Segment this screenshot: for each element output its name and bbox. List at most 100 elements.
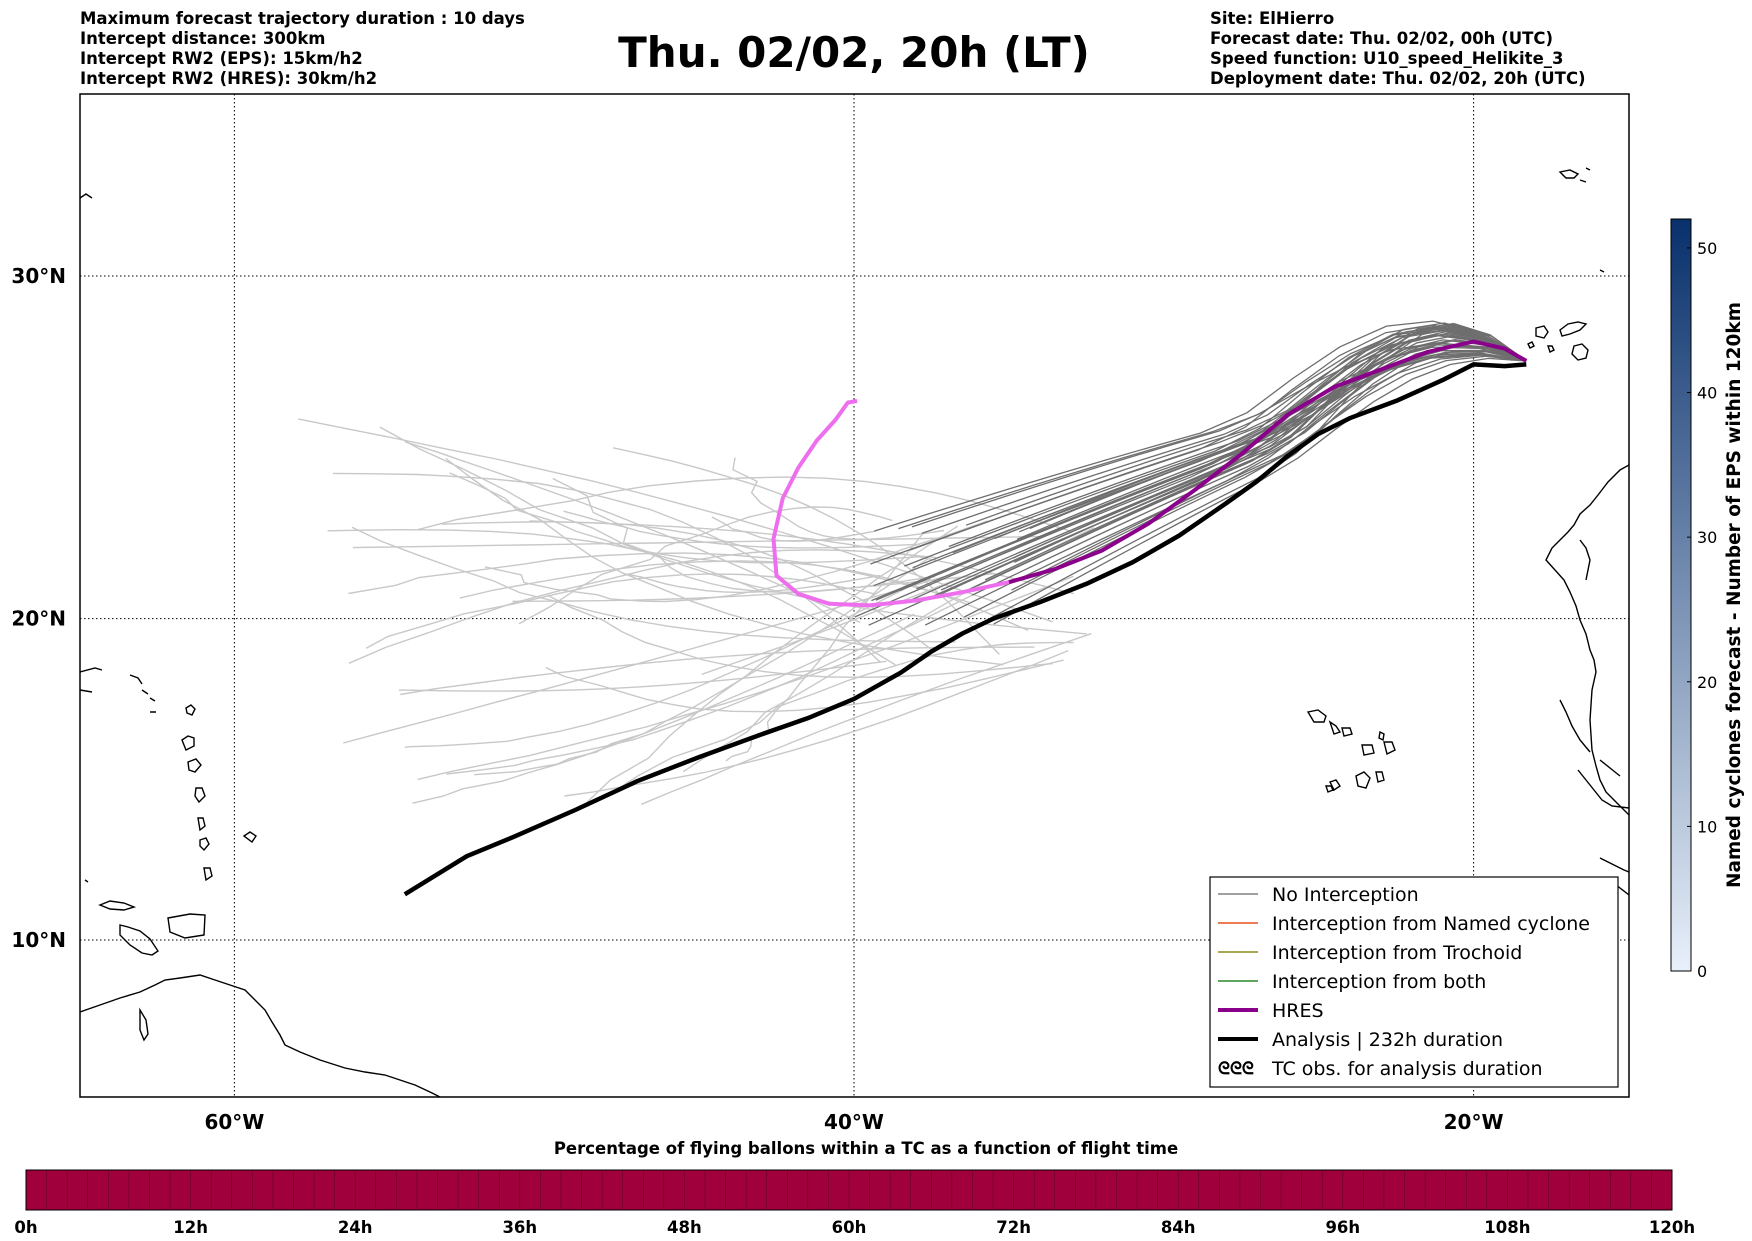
eps-trajectory — [622, 572, 881, 594]
coastlines — [80, 167, 1629, 1097]
eps-trajectory — [545, 659, 1064, 713]
header-left-line: Intercept RW2 (HRES): 30km/h2 — [80, 69, 377, 88]
eps-trajectory — [930, 349, 1527, 600]
eps-trajectory — [609, 641, 1074, 795]
eps-trajectory — [563, 510, 920, 549]
coastline-caribbean-islands — [80, 193, 159, 1042]
legend-symbol: ᘓᘓᘓ — [1218, 1059, 1254, 1079]
legend-label: No Interception — [1272, 884, 1419, 906]
eps-trajectory — [711, 516, 876, 542]
bottom-colorbar-tick-label: 72h — [996, 1218, 1031, 1237]
legend-label: HRES — [1272, 1000, 1324, 1022]
eps-trajectory — [1016, 335, 1527, 540]
eps-trajectory — [343, 571, 962, 744]
eps-trajectory — [417, 575, 1074, 781]
eps-trajectory — [921, 329, 1527, 535]
main-trajectories — [403, 339, 1528, 897]
coastline-azores — [1599, 269, 1605, 273]
legend-label: Interception from Trochoid — [1272, 942, 1522, 964]
eps-trajectory — [546, 594, 1053, 679]
legend-label: TC obs. for analysis duration — [1271, 1058, 1543, 1080]
eps-trajectory — [529, 520, 1074, 595]
bottom-colorbar-tick-label: 24h — [338, 1218, 373, 1237]
lon-tick-label: 60°W — [204, 1110, 264, 1134]
lat-tick-label: 10°N — [11, 928, 66, 952]
eps-trajectory — [732, 457, 945, 540]
bottom-colorbar-tick-label: 0h — [14, 1218, 37, 1237]
header-right-line: Deployment date: Thu. 02/02, 20h (UTC) — [1210, 69, 1586, 88]
eps-trajectory — [873, 353, 1527, 587]
bottom-colorbar-tick-label: 48h — [667, 1218, 702, 1237]
eps-trajectory — [348, 549, 937, 664]
legend-box — [1209, 876, 1619, 1088]
axis-tick-labels: 60°W 40°W 20°W 30°N 20°N 10°N — [11, 264, 1503, 1134]
bottom-colorbar-tick-label: 84h — [1161, 1218, 1196, 1237]
coastline-africa — [1545, 464, 1629, 896]
bottom-colorbar-title: Percentage of flying ballons within a TC… — [554, 1139, 1178, 1158]
eps-trajectory — [484, 520, 989, 603]
eps-trajectory — [641, 633, 1092, 805]
hres-trajectory-late — [771, 398, 1010, 608]
eps-trajectory — [613, 447, 1000, 655]
bottom-colorbar-tick-label: 108h — [1484, 1218, 1530, 1237]
eps-trajectory — [512, 572, 995, 602]
eps-trajectory — [1039, 325, 1527, 574]
header-left-line: Intercept distance: 300km — [80, 29, 326, 48]
eps-trajectory — [875, 352, 1527, 601]
bottom-colorbar-tick-label: 120h — [1649, 1218, 1695, 1237]
coastline-trinidad — [167, 913, 206, 939]
header-right-line: Speed function: U10_speed_Helikite_3 — [1210, 49, 1564, 68]
eps-trajectory — [404, 577, 926, 748]
eps-trajectory — [327, 528, 896, 666]
colorbar-tick-label: 40 — [1697, 384, 1717, 403]
analysis-trajectory — [403, 362, 1527, 897]
eps-trajectory — [874, 320, 1527, 532]
lon-tick-label: 20°W — [1444, 1110, 1504, 1134]
eps-trajectory — [898, 342, 1527, 530]
bottom-colorbar-tick-label: 96h — [1325, 1218, 1360, 1237]
legend-label: Interception from both — [1272, 971, 1486, 993]
colorbar-tick-label: 30 — [1697, 528, 1717, 547]
eps-trajectory — [966, 332, 1527, 591]
eps-trajectory — [398, 660, 887, 692]
colorbar-gradient — [1670, 218, 1692, 972]
eps-trajectories-early — [297, 418, 1095, 805]
eps-trajectory — [351, 526, 956, 643]
coastline-cape-verde — [1306, 709, 1396, 793]
header-right-line: Forecast date: Thu. 02/02, 00h (UTC) — [1210, 29, 1553, 48]
header-left: Maximum forecast trajectory duration : 1… — [80, 9, 525, 88]
eps-trajectory — [352, 535, 1040, 549]
coastline-madeira — [1558, 167, 1591, 183]
lat-tick-label: 30°N — [11, 264, 66, 288]
eps-trajectory — [518, 506, 893, 625]
eps-trajectory — [870, 324, 1527, 565]
colorbar-tick-label: 0 — [1697, 962, 1707, 981]
bottom-colorbar-tick-label: 60h — [832, 1218, 867, 1237]
header-left-line: Maximum forecast trajectory duration : 1… — [80, 9, 525, 28]
lon-tick-label: 40°W — [824, 1110, 884, 1134]
eps-trajectory — [701, 575, 965, 676]
header-left-line: Intercept RW2 (EPS): 15km/h2 — [80, 49, 363, 68]
eps-trajectory — [449, 472, 925, 564]
coastline-canary-islands — [1508, 321, 1589, 361]
hres-trajectory — [1008, 339, 1528, 585]
header-right: Site: ElHierro Forecast date: Thu. 02/02… — [1210, 9, 1586, 88]
eps-trajectory — [418, 476, 1071, 532]
coastline-lesser-antilles — [181, 704, 257, 882]
eps-trajectory — [332, 472, 881, 663]
header-right-line: Site: ElHierro — [1210, 9, 1334, 28]
lat-tick-label: 20°N — [11, 607, 66, 631]
eps-trajectory — [552, 477, 936, 594]
legend-label: Analysis | 232h duration — [1272, 1029, 1503, 1051]
right-colorbar: 0 10 20 30 40 50 Named cyclones forecast - Nu… — [1670, 218, 1745, 981]
eps-trajectory — [365, 573, 875, 649]
map-frame — [79, 93, 1630, 1098]
map-content — [80, 94, 1629, 1097]
eps-trajectory — [348, 552, 970, 603]
colorbar-tick-label: 20 — [1697, 673, 1717, 692]
coastline-south-america — [80, 974, 441, 1097]
figure-title: Thu. 02/02, 20h (LT) — [618, 28, 1090, 77]
colorbar-tick-label: 50 — [1697, 239, 1717, 258]
eps-trajectory — [1014, 323, 1527, 563]
